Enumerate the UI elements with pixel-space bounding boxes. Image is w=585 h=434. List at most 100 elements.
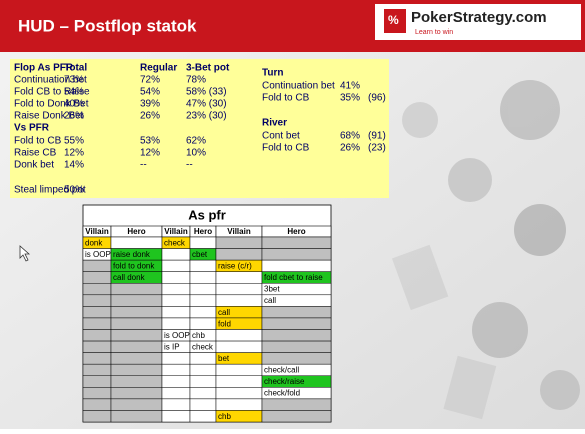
table-cell xyxy=(215,271,263,284)
cell-text: fold xyxy=(218,319,231,328)
stats-cell: Fold to Donk Bet xyxy=(14,99,89,110)
table-cell xyxy=(261,329,332,342)
table-cell xyxy=(82,387,112,400)
table-cell xyxy=(189,387,217,400)
table-cell xyxy=(110,306,163,319)
table-cell xyxy=(110,410,163,423)
header-text: Hero xyxy=(287,227,305,236)
table-cell xyxy=(110,340,163,353)
table-cell xyxy=(189,375,217,388)
table-cell xyxy=(261,410,332,423)
section-title: River xyxy=(262,118,287,129)
header-text: Hero xyxy=(194,227,212,236)
stats-cell: 50% xyxy=(64,185,84,196)
table-cell xyxy=(82,375,112,388)
cell-text: raise donk xyxy=(113,250,151,259)
table-cell xyxy=(189,352,217,365)
cell-text: check/fold xyxy=(264,389,300,398)
stats-cell: 68% xyxy=(340,131,360,142)
table-cell xyxy=(161,363,191,376)
stats-cell: 72% xyxy=(140,75,160,86)
stats-cell: 53% xyxy=(140,136,160,147)
table-cell xyxy=(82,283,112,296)
table-cell xyxy=(261,398,332,411)
stats-cell: 35% xyxy=(340,93,360,104)
table-cell xyxy=(82,340,112,353)
stats-cell: Steal limped pot xyxy=(14,185,86,196)
table-cell xyxy=(215,375,263,388)
stats-cell: Fold to CB xyxy=(262,143,310,154)
stats-cell: 26% xyxy=(140,111,160,122)
table-cell xyxy=(161,352,191,365)
stats-cell: 10% xyxy=(186,148,206,159)
table-cell xyxy=(110,352,163,365)
cell-text: is OOP xyxy=(164,331,190,340)
table-cell xyxy=(82,259,112,272)
table-cell xyxy=(189,236,217,249)
cell-text: check xyxy=(192,342,214,351)
cell-text: chb xyxy=(218,412,231,421)
cell-text: call xyxy=(264,296,276,305)
table-cell xyxy=(82,329,112,342)
table-cell xyxy=(110,387,163,400)
stats-cell: 39% xyxy=(140,99,160,110)
cell-text: fold to donk xyxy=(113,262,155,271)
table-cell xyxy=(189,259,217,272)
table-cell xyxy=(161,294,191,307)
table-cell xyxy=(215,329,263,342)
stats-cell: Continuation bet xyxy=(262,81,335,92)
table-cell xyxy=(189,317,217,330)
table-cell xyxy=(161,387,191,400)
cell-text: cbet xyxy=(192,250,208,259)
stats-cell: 23% (30) xyxy=(186,111,227,122)
stats-cell: 54% xyxy=(140,87,160,98)
stats-cell: 12% xyxy=(64,148,84,159)
logo-text: PokerStrategy.com xyxy=(411,9,547,26)
cell-text: is IP xyxy=(164,342,180,351)
cursor xyxy=(19,245,31,262)
header-text: Hero xyxy=(127,227,145,236)
table-cell xyxy=(215,248,263,261)
table-cell xyxy=(161,259,191,272)
stats-cell: 54% xyxy=(64,87,84,98)
stats-header: Flop As PFR xyxy=(14,63,74,74)
table-cell xyxy=(189,410,217,423)
table-cell xyxy=(82,363,112,376)
stats-cell: 47% (30) xyxy=(186,99,227,110)
table-cell xyxy=(82,271,112,284)
stats-header: Regular xyxy=(140,63,177,74)
table-cell xyxy=(110,317,163,330)
stats-cell: 12% xyxy=(140,148,160,159)
stats-header: Total xyxy=(64,63,87,74)
table-cell xyxy=(110,363,163,376)
cell-text: raise (c/r) xyxy=(218,262,252,271)
table-cell xyxy=(215,340,263,353)
cell-text: bet xyxy=(218,354,230,363)
table-cell xyxy=(110,375,163,388)
table-cell xyxy=(189,398,217,411)
table-cell xyxy=(82,317,112,330)
table-cell xyxy=(110,283,163,296)
table-cell xyxy=(161,398,191,411)
table-cell xyxy=(215,294,263,307)
section-title: Vs PFR xyxy=(14,123,50,134)
table-cell xyxy=(82,306,112,319)
cell-text: donk xyxy=(85,238,103,247)
table-cell xyxy=(215,236,263,249)
table-cell xyxy=(161,317,191,330)
cell-text: check/raise xyxy=(264,377,305,386)
stats-cell: (23) xyxy=(368,143,386,154)
table-cell xyxy=(110,329,163,342)
stats-cell: Raise CB xyxy=(14,148,57,159)
cell-text: check/call xyxy=(264,366,299,375)
table-cell xyxy=(189,306,217,319)
cell-text: check xyxy=(164,238,186,247)
stats-cell: (91) xyxy=(368,131,386,142)
table-cell xyxy=(82,398,112,411)
table-cell xyxy=(215,283,263,296)
cell-text: call donk xyxy=(113,273,146,282)
stats-cell: 62% xyxy=(186,136,206,147)
table-cell xyxy=(82,410,112,423)
stats-cell: 55% xyxy=(64,136,84,147)
